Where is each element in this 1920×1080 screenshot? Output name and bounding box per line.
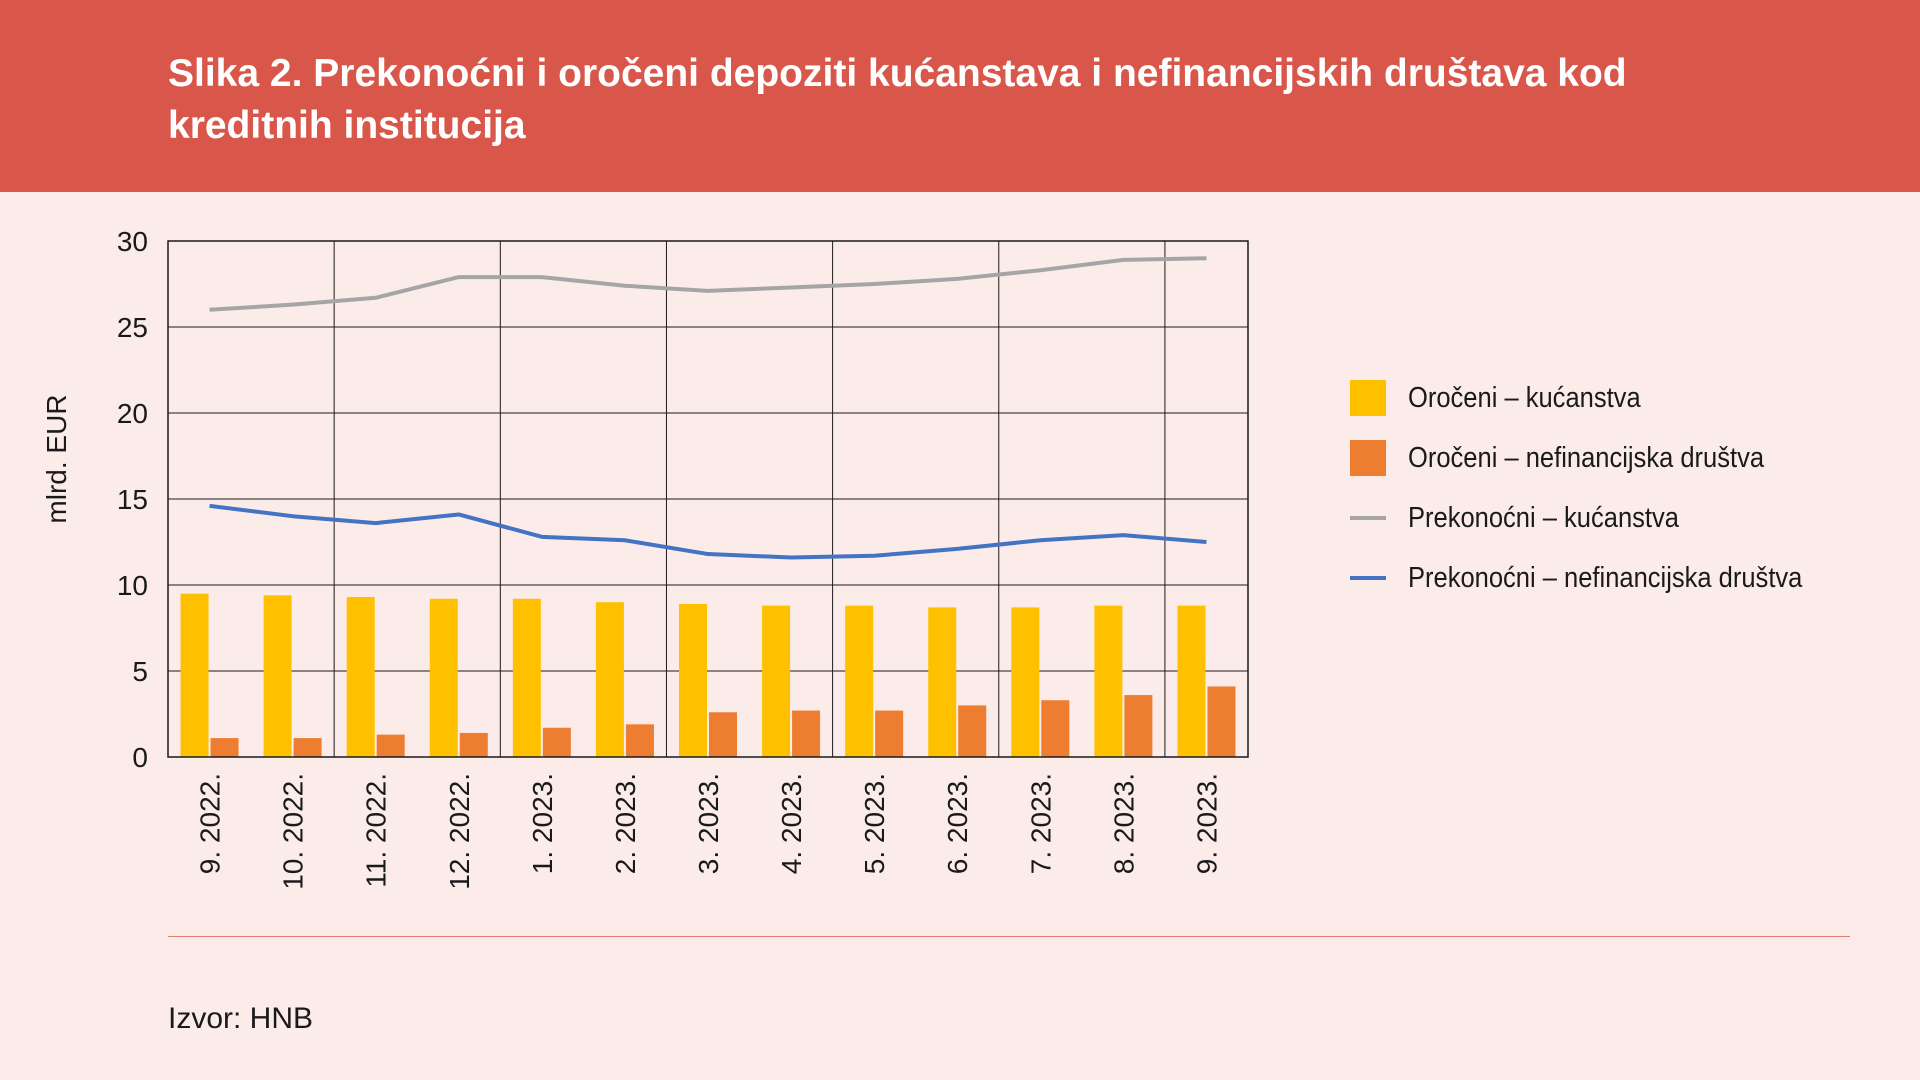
line-prekonocni-kucanstva [209, 256, 1207, 312]
x-tick-label: 12. 2022. [444, 773, 475, 890]
legend-swatch-yellow [1350, 380, 1386, 416]
line-prekonocni-nefinancijska [209, 503, 1207, 560]
bar-oroceni-nefinancijska [1207, 686, 1236, 757]
bar-oroceni-nefinancijska [210, 738, 239, 757]
bar-oroceni-nefinancijska [792, 710, 821, 757]
y-tick-label: 0 [132, 742, 148, 773]
x-tick-label: 9. 2022. [195, 773, 226, 874]
legend-swatch-blue-line [1350, 576, 1386, 580]
bar-oroceni-kucanstva [180, 593, 209, 757]
bar-oroceni-nefinancijska [293, 738, 322, 757]
bar-oroceni-nefinancijska [625, 724, 654, 757]
x-tick-label: 6. 2023. [942, 773, 973, 874]
bar-oroceni-kucanstva [928, 607, 957, 757]
bar-oroceni-kucanstva [346, 597, 375, 757]
x-tick-label: 1. 2023. [527, 773, 558, 874]
bar-oroceni-nefinancijska [376, 734, 405, 757]
legend-label: Oročeni – kućanstva [1408, 381, 1641, 414]
x-tick-label: 4. 2023. [776, 773, 807, 874]
footer-divider [168, 936, 1850, 937]
chart: 0 5 10 15 20 25 30 9. 2022. 10. 2022. 11. 2022. 12… [41, 226, 1249, 890]
y-tick-label: 15 [117, 484, 148, 515]
y-tick-label: 5 [132, 656, 148, 687]
bar-oroceni-kucanstva [845, 605, 874, 757]
legend-label: Prekonoćni – nefinancijska društva [1408, 561, 1803, 594]
x-tick-label: 2. 2023. [610, 773, 641, 874]
legend-label: Prekonoćni – kućanstva [1408, 501, 1679, 534]
y-axis-label: mlrd. EUR [41, 394, 72, 523]
plot-frame [167, 240, 1249, 758]
legend-item: Oročeni – nefinancijska društva [1350, 428, 1890, 488]
y-tick-label: 30 [117, 226, 148, 257]
bar-oroceni-nefinancijska [958, 705, 987, 757]
y-tick-label: 25 [117, 312, 148, 343]
bar-oroceni-kucanstva [429, 598, 458, 757]
x-tick-label: 10. 2022. [278, 773, 309, 890]
legend-label: Oročeni – nefinancijska društva [1408, 441, 1765, 474]
legend-swatch-orange [1350, 440, 1386, 476]
bar-oroceni-nefinancijska [1041, 700, 1070, 757]
bar-oroceni-kucanstva [1011, 607, 1040, 757]
bar-oroceni-kucanstva [1177, 605, 1206, 757]
legend-item: Prekonoćni – nefinancijska društva [1350, 548, 1890, 608]
bar-oroceni-kucanstva [1094, 605, 1123, 757]
bar-oroceni-kucanstva [263, 595, 292, 757]
legend-item: Oročeni – kućanstva [1350, 368, 1890, 428]
bar-oroceni-nefinancijska [1124, 695, 1153, 757]
bar-oroceni-kucanstva [595, 602, 624, 757]
bar-oroceni-kucanstva [679, 603, 707, 757]
source-note: Izvor: HNB [168, 1002, 314, 1035]
bar-oroceni-kucanstva [512, 598, 541, 757]
y-tick-label: 10 [117, 570, 148, 601]
bar-oroceni-kucanstva [762, 605, 791, 757]
bar-oroceni-nefinancijska [709, 712, 737, 757]
x-tick-label: 8. 2023. [1108, 773, 1139, 874]
x-tick-label: 3. 2023. [693, 773, 724, 874]
x-tick-label: 9. 2023. [1191, 773, 1222, 874]
y-tick-label: 20 [117, 398, 148, 429]
x-tick-label: 7. 2023. [1025, 773, 1056, 874]
legend-swatch-gray-line [1350, 516, 1386, 520]
bar-oroceni-nefinancijska [542, 727, 571, 757]
legend-item: Prekonoćni – kućanstva [1350, 488, 1890, 548]
header-banner: Slika 2. Prekonoćni i oročeni depoziti k… [0, 0, 1920, 192]
bar-oroceni-nefinancijska [459, 732, 488, 757]
chart-legend: Oročeni – kućanstva Oročeni – nefinancij… [1350, 368, 1890, 608]
bar-oroceni-nefinancijska [875, 710, 904, 757]
figure-title: Slika 2. Prekonoćni i oročeni depoziti k… [168, 52, 1627, 147]
x-tick-label: 11. 2022. [361, 773, 392, 888]
x-tick-label: 5. 2023. [859, 773, 890, 874]
